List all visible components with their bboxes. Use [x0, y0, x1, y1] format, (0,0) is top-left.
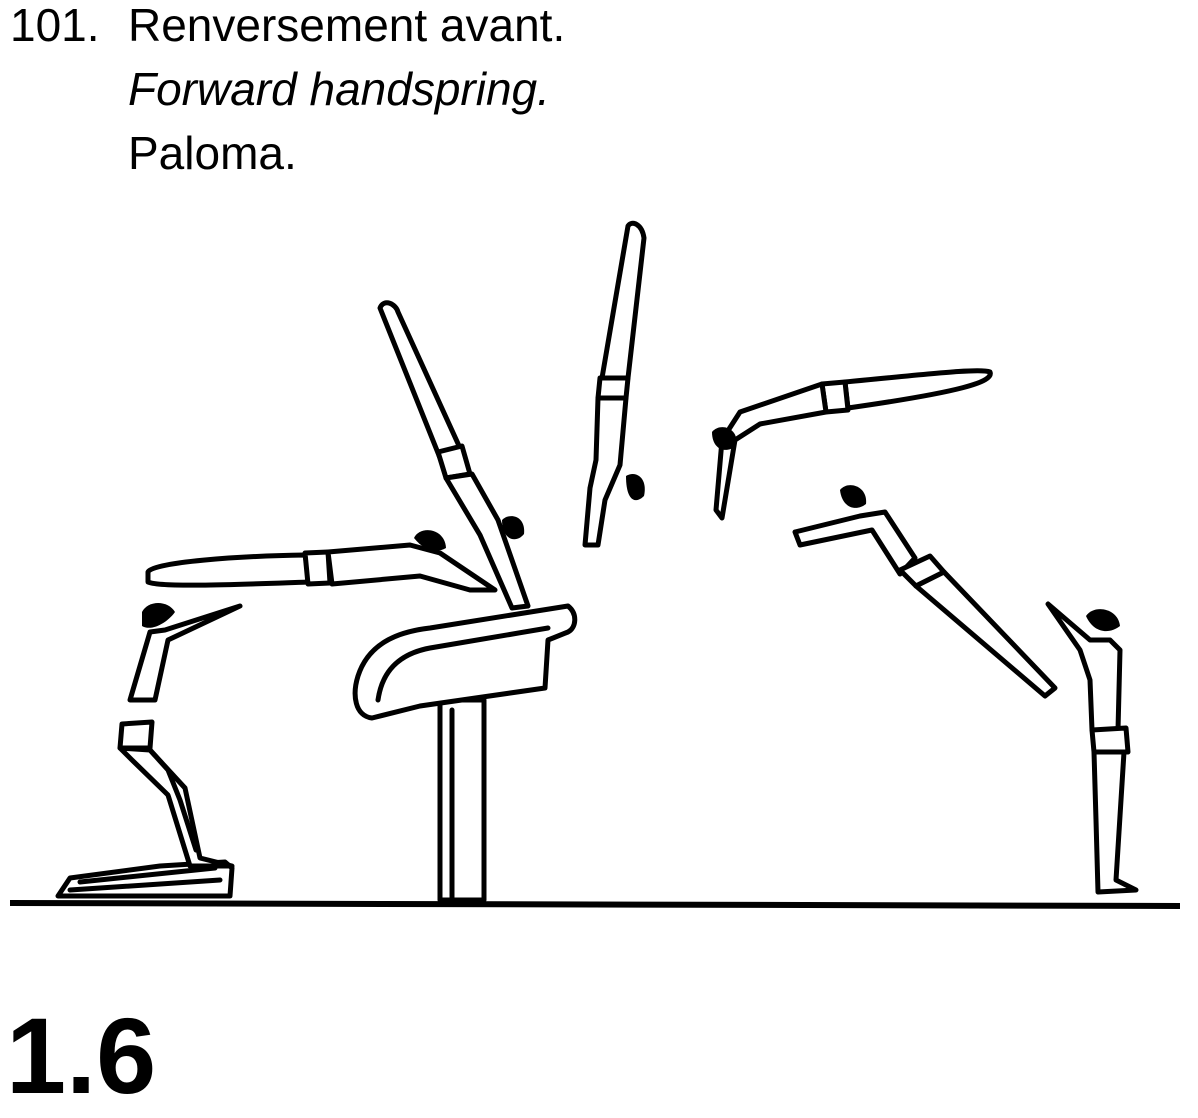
skill-names: Renversement avant. Forward handspring. …: [128, 2, 565, 194]
section-code: 1.6: [6, 995, 157, 1116]
gymnast-inverted: [582, 220, 647, 548]
vaulting-horse: [352, 603, 578, 903]
gymnast-descent: [792, 485, 1058, 699]
gymnast-support: [377, 300, 531, 611]
gymnast-postflight: [712, 368, 993, 521]
skill-number: 101.: [10, 0, 100, 51]
gymnast-takeoff: [117, 603, 243, 869]
skill-name-es: Paloma.: [128, 127, 297, 179]
skill-name-fr: Renversement avant.: [128, 0, 566, 51]
gymnast-preflight: [145, 530, 498, 593]
floor-line: [9, 900, 1181, 909]
gymnast-landing: [1045, 601, 1139, 895]
skill-name-en: Forward handspring.: [128, 63, 550, 115]
